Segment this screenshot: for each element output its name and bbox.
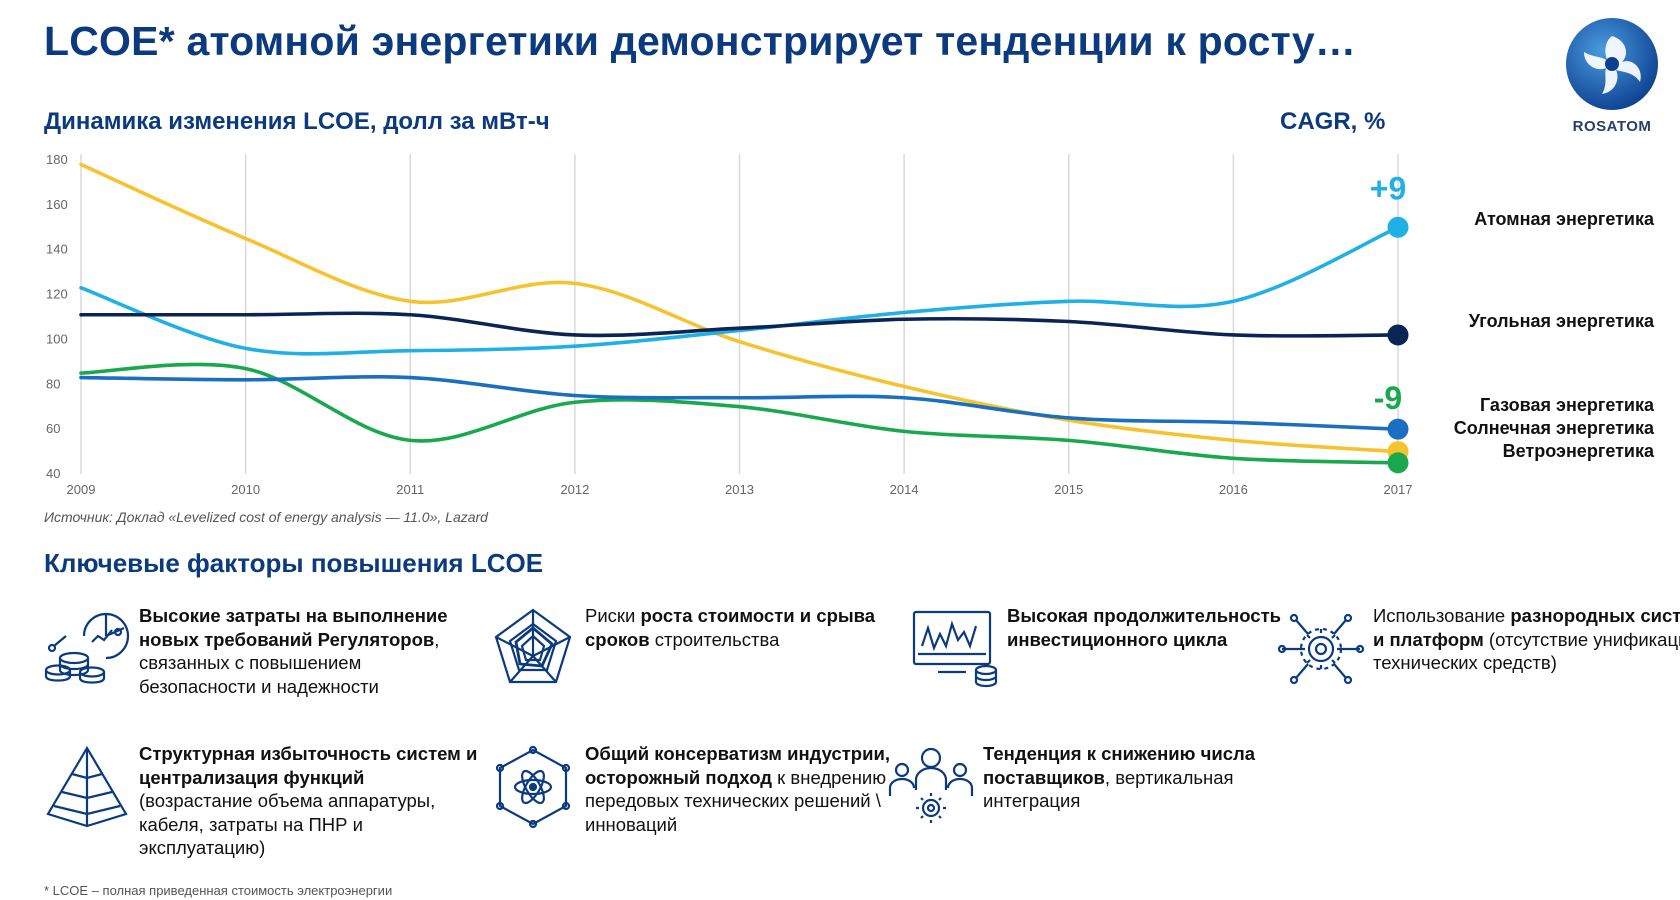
factor-text: Риски роста стоимости и срыва сроков стр… (585, 604, 925, 651)
x-tick-label: 2015 (1054, 482, 1083, 497)
series-line (79, 362, 1400, 465)
x-tick-label: 2012 (560, 482, 589, 497)
monitor-graph-icon (912, 610, 998, 688)
footnote: * LCOE – полная приведенная стоимость эл… (44, 883, 393, 898)
y-tick-label: 40 (46, 466, 60, 481)
factor-text-bold: Общий консерватизм индустрии, осторожный… (585, 743, 890, 788)
y-tick-label: 120 (46, 287, 68, 302)
series-line (79, 225, 1400, 356)
series-label: Атомная энергетика (1474, 209, 1655, 229)
factor-text: Высокая продолжительность инвестиционног… (1007, 604, 1347, 651)
rosatom-emblem-icon (1566, 18, 1658, 110)
factor-text-regular: , связанных с повышением безопасности и … (139, 628, 440, 697)
factor-text-bold: Высокая продолжительность инвестиционног… (1007, 605, 1282, 650)
rosatom-logo: ROSATOM (1560, 14, 1664, 138)
series-line (79, 311, 1400, 338)
y-tick-label: 160 (46, 197, 68, 212)
x-tick-label: 2013 (725, 482, 754, 497)
series-line (79, 374, 1400, 431)
factor-text-bold: разнородных систем и платформ (1373, 605, 1680, 650)
atom-hexagon-icon (495, 745, 571, 829)
factor-text-bold: Структурная избыточность систем и центра… (139, 743, 478, 788)
source-note: Источник: Доклад «Levelized cost of ener… (44, 509, 488, 525)
factor-text-regular: (отсутствие унификации технических средс… (1373, 628, 1680, 674)
y-tick-label: 100 (46, 331, 68, 346)
factor-text-bold: роста стоимости и срыва сроков (585, 605, 876, 650)
series-end-marker (1387, 216, 1409, 238)
factor-text-regular: Использование (1373, 605, 1511, 626)
y-tick-label: 60 (46, 421, 60, 436)
coins-chart-icon (44, 612, 130, 684)
factor-text-bold: Высокие затраты на выполнение новых треб… (139, 605, 448, 650)
page-title: LCOE* атомной энергетики демонстрирует т… (44, 18, 1357, 64)
factor-text: Использование разнородных систем и платф… (1373, 604, 1680, 675)
factor-text-bold: Тенденция к снижению числа поставщиков (983, 743, 1256, 788)
cagr-value: +9 (1370, 170, 1406, 206)
factor-text-regular: (возрастание объема аппаратуры, кабеля, … (139, 790, 436, 858)
gear-network-icon (1278, 613, 1364, 685)
radar-chart-icon (494, 608, 572, 684)
x-tick-label: 2017 (1384, 482, 1413, 497)
factors-title: Ключевые факторы повышения LCOE (44, 548, 544, 578)
series-label: Ветроэнергетика (1503, 441, 1655, 461)
series-label: Угольная энергетика (1469, 311, 1655, 331)
logo-text: ROSATOM (1572, 118, 1652, 135)
factor-text: Тенденция к снижению числа поставщиков, … (983, 742, 1323, 813)
x-tick-label: 2009 (67, 482, 96, 497)
factor-text-regular: Риски (585, 605, 641, 626)
cagr-value: -9 (1374, 380, 1402, 416)
factor-text: Структурная избыточность систем и центра… (139, 742, 479, 860)
y-tick-label: 140 (46, 242, 68, 257)
series-end-marker (1387, 324, 1409, 346)
x-tick-label: 2010 (231, 482, 260, 497)
x-tick-label: 2016 (1219, 482, 1248, 497)
factor-text-regular: к внедрению передовых технических решени… (585, 766, 887, 835)
people-gear-icon (888, 747, 974, 823)
factor-text: Высокие затраты на выполнение новых треб… (139, 604, 479, 698)
y-tick-label: 80 (46, 376, 60, 391)
series-end-marker (1387, 452, 1409, 474)
cagr-heading: CAGR, % (1280, 108, 1386, 135)
factor-text-regular: строительства (649, 628, 780, 650)
series-line (79, 162, 1400, 454)
x-tick-label: 2014 (890, 482, 919, 497)
series-end-marker (1387, 418, 1409, 440)
pyramid-icon (46, 745, 128, 828)
series-label: Газовая энергетика (1480, 395, 1655, 415)
factor-text-regular: , вертикальная интеграция (983, 766, 1234, 812)
lcoe-line-chart: 2009 2010 2011 2012 2013 2014 2015 2016 2017 40 60… (46, 152, 1655, 497)
chart-subtitle: Динамика изменения LCOE, долл за мВт-ч (44, 108, 550, 135)
y-tick-label: 180 (46, 152, 68, 167)
series-label: Солнечная энергетика (1454, 418, 1655, 438)
factor-text: Общий консерватизм индустрии, осторожный… (585, 742, 925, 836)
x-tick-label: 2011 (396, 482, 424, 497)
